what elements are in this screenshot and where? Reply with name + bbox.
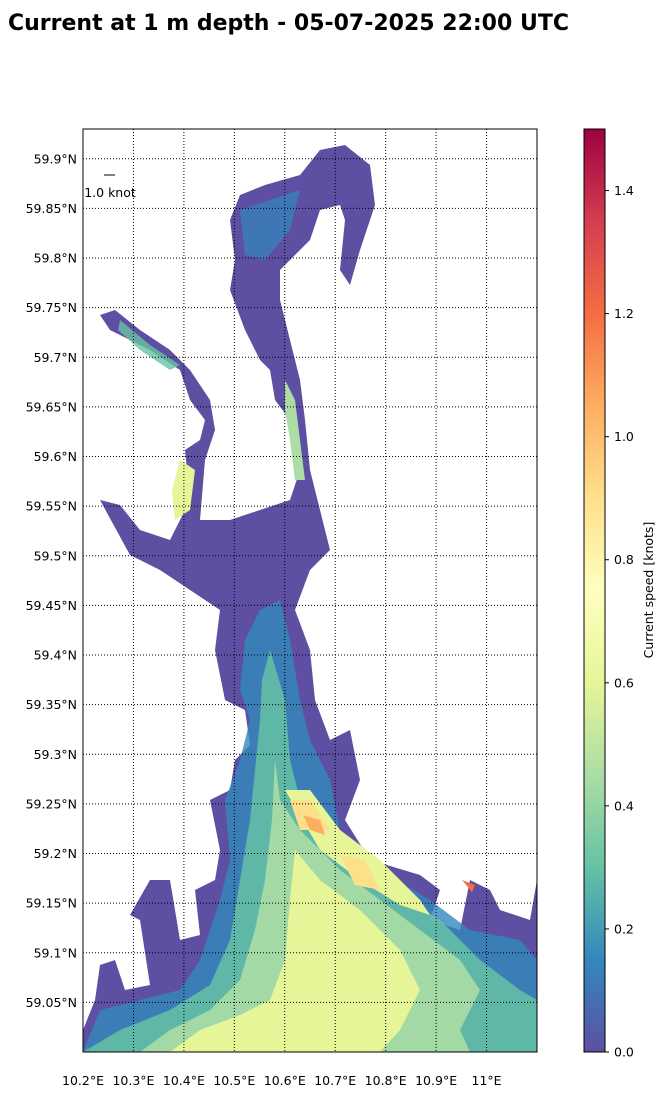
y-tick-label: 59.65°N [26,399,77,414]
x-tick-label: 10.3°E [112,1073,154,1088]
y-tick-label: 59.15°N [26,896,77,911]
x-tick-label: 10.5°E [213,1073,255,1088]
y-tick-label: 59.7°N [34,350,77,365]
colorbar-tick-label: 0.6 [614,675,634,690]
x-tick-label: 10.9°E [415,1073,457,1088]
colorbar-tick-label: 1.4 [614,183,634,198]
y-tick-label: 59.35°N [26,697,77,712]
colorbar-tick-label: 0.2 [614,921,634,936]
colorbar-tick-label: 1.2 [614,306,634,321]
axes-frame [82,128,538,1053]
x-tick-label: 11°E [472,1073,502,1088]
x-tick-label: 10.7°E [314,1073,356,1088]
y-tick-label: 59.05°N [26,995,77,1010]
y-tick-label: 59.3°N [34,747,77,762]
y-tick-label: 59.55°N [26,499,77,514]
grid [82,129,537,1052]
y-tick-label: 59.9°N [34,151,77,166]
map-title: Current at 1 m depth - 05-07-2025 22:00 … [8,11,569,36]
colorbar [584,129,605,1052]
y-tick-label: 59.6°N [34,449,77,464]
x-tick-label: 10.6°E [264,1073,306,1088]
y-tick-label: 59.85°N [26,201,77,216]
y-tick-label: 59.2°N [34,846,77,861]
colorbar-tick-label: 0.4 [614,798,634,813]
colorbar-label: Current speed [knots] [641,522,656,659]
x-tick-label: 10.2°E [62,1073,104,1088]
x-tick-label: 10.4°E [163,1073,205,1088]
y-tick-label: 59.4°N [34,648,77,663]
colorbar-tick-label: 0.8 [614,552,634,567]
colorbar-tick-label: 0.0 [614,1045,634,1060]
y-tick-label: 59.1°N [34,945,77,960]
y-tick-label: 59.25°N [26,796,77,811]
y-tick-label: 59.8°N [34,251,77,266]
y-tick-label: 59.45°N [26,598,77,613]
x-tick-label: 10.8°E [365,1073,407,1088]
quiver-key-label: 1.0 knot [84,185,136,200]
current-field [83,145,537,1052]
y-tick-label: 59.75°N [26,300,77,315]
colorbar-frame [583,128,606,1053]
y-tick-label: 59.5°N [34,548,77,563]
colorbar-tick-label: 1.0 [614,429,634,444]
